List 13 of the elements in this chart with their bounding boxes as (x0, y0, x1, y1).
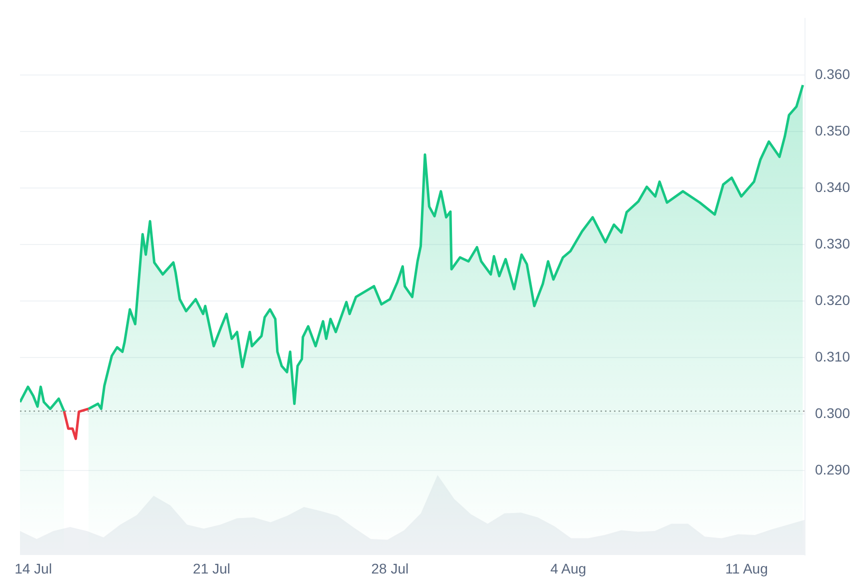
y-tick-label: 0.340 (814, 178, 850, 195)
x-tick-label: 4 Aug (550, 560, 586, 576)
y-tick-label: 0.330 (814, 235, 850, 252)
x-tick-label: 11 Aug (725, 560, 768, 576)
y-tick-label: 0.360 (814, 66, 850, 82)
y-tick-label: 0.290 (814, 461, 850, 478)
y-tick-label: 0.350 (814, 122, 850, 138)
y-tick-label: 0.310 (814, 348, 850, 364)
y-tick-label: 0.300 (814, 404, 850, 421)
x-tick-label: 28 Jul (371, 560, 409, 576)
x-tick-label: 21 Jul (192, 560, 230, 576)
x-tick-label: 14 Jul (14, 560, 52, 576)
y-tick-label: 0.320 (814, 292, 850, 308)
